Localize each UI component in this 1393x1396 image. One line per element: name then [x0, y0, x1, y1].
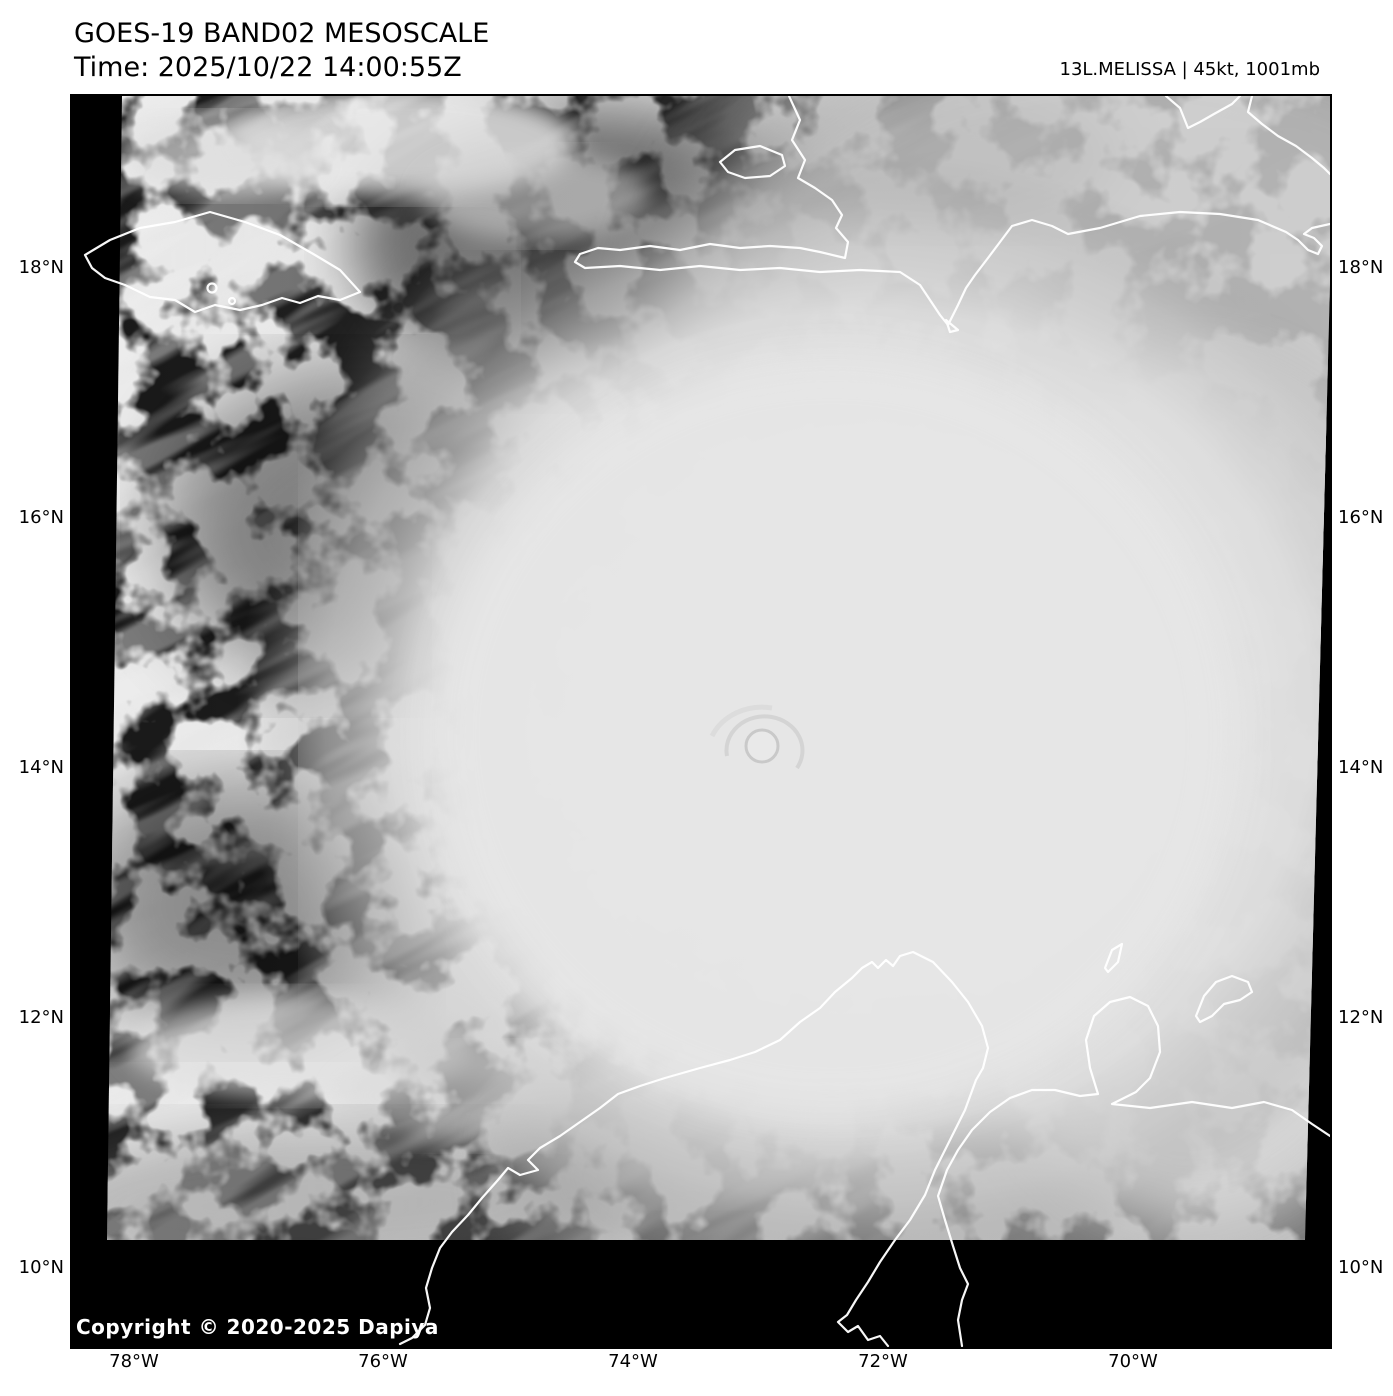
- coastline-aruba: [1103, 942, 1124, 974]
- lat-label-left-10n: 10°N: [18, 1257, 64, 1278]
- coastline-curacao: [1194, 974, 1254, 1024]
- cloud-imagery: [107, 96, 1330, 1240]
- coastlines: [83, 96, 1330, 1347]
- page-title: GOES-19 BAND02 MESOSCALE: [74, 18, 490, 49]
- coastline-tortuga: [718, 144, 787, 180]
- timestamp: Time: 2025/10/22 14:00:55Z: [74, 52, 462, 83]
- lat-label-right-10n: 10°N: [1338, 1257, 1384, 1278]
- storm-info: 13L.MELISSA | 45kt, 1001mb: [1059, 59, 1321, 80]
- lat-label-right-12n: 12°N: [1338, 1007, 1384, 1028]
- lat-label-right-16n: 16°N: [1338, 507, 1384, 528]
- coastline-jamaica: [83, 210, 362, 314]
- lon-label-76w: 76°W: [358, 1351, 408, 1372]
- lon-label-72w: 72°W: [858, 1351, 908, 1372]
- coastline-beata: [944, 318, 960, 334]
- lon-label-70w: 70°W: [1108, 1351, 1158, 1372]
- coastline-southamerica-east: [936, 995, 1330, 1347]
- satellite-image: [72, 96, 1330, 1347]
- lon-label-74w: 74°W: [608, 1351, 658, 1372]
- copyright-notice: Copyright © 2020-2025 Dapiya: [76, 1315, 439, 1339]
- lat-label-right-18n: 18°N: [1338, 257, 1384, 278]
- lat-label-right-14n: 14°N: [1338, 757, 1384, 778]
- coastline-hispaniola-north: [1164, 96, 1242, 130]
- coastline-hispaniola-south: [573, 96, 1330, 327]
- satellite-image-frame: Copyright © 2020-2025 Dapiya: [70, 94, 1332, 1349]
- lat-label-left-14n: 14°N: [18, 757, 64, 778]
- lon-label-78w: 78°W: [109, 1351, 159, 1372]
- lat-label-left-18n: 18°N: [18, 257, 64, 278]
- lat-label-left-16n: 16°N: [18, 507, 64, 528]
- lat-label-left-12n: 12°N: [18, 1007, 64, 1028]
- coastline-southamerica-west: [398, 950, 990, 1347]
